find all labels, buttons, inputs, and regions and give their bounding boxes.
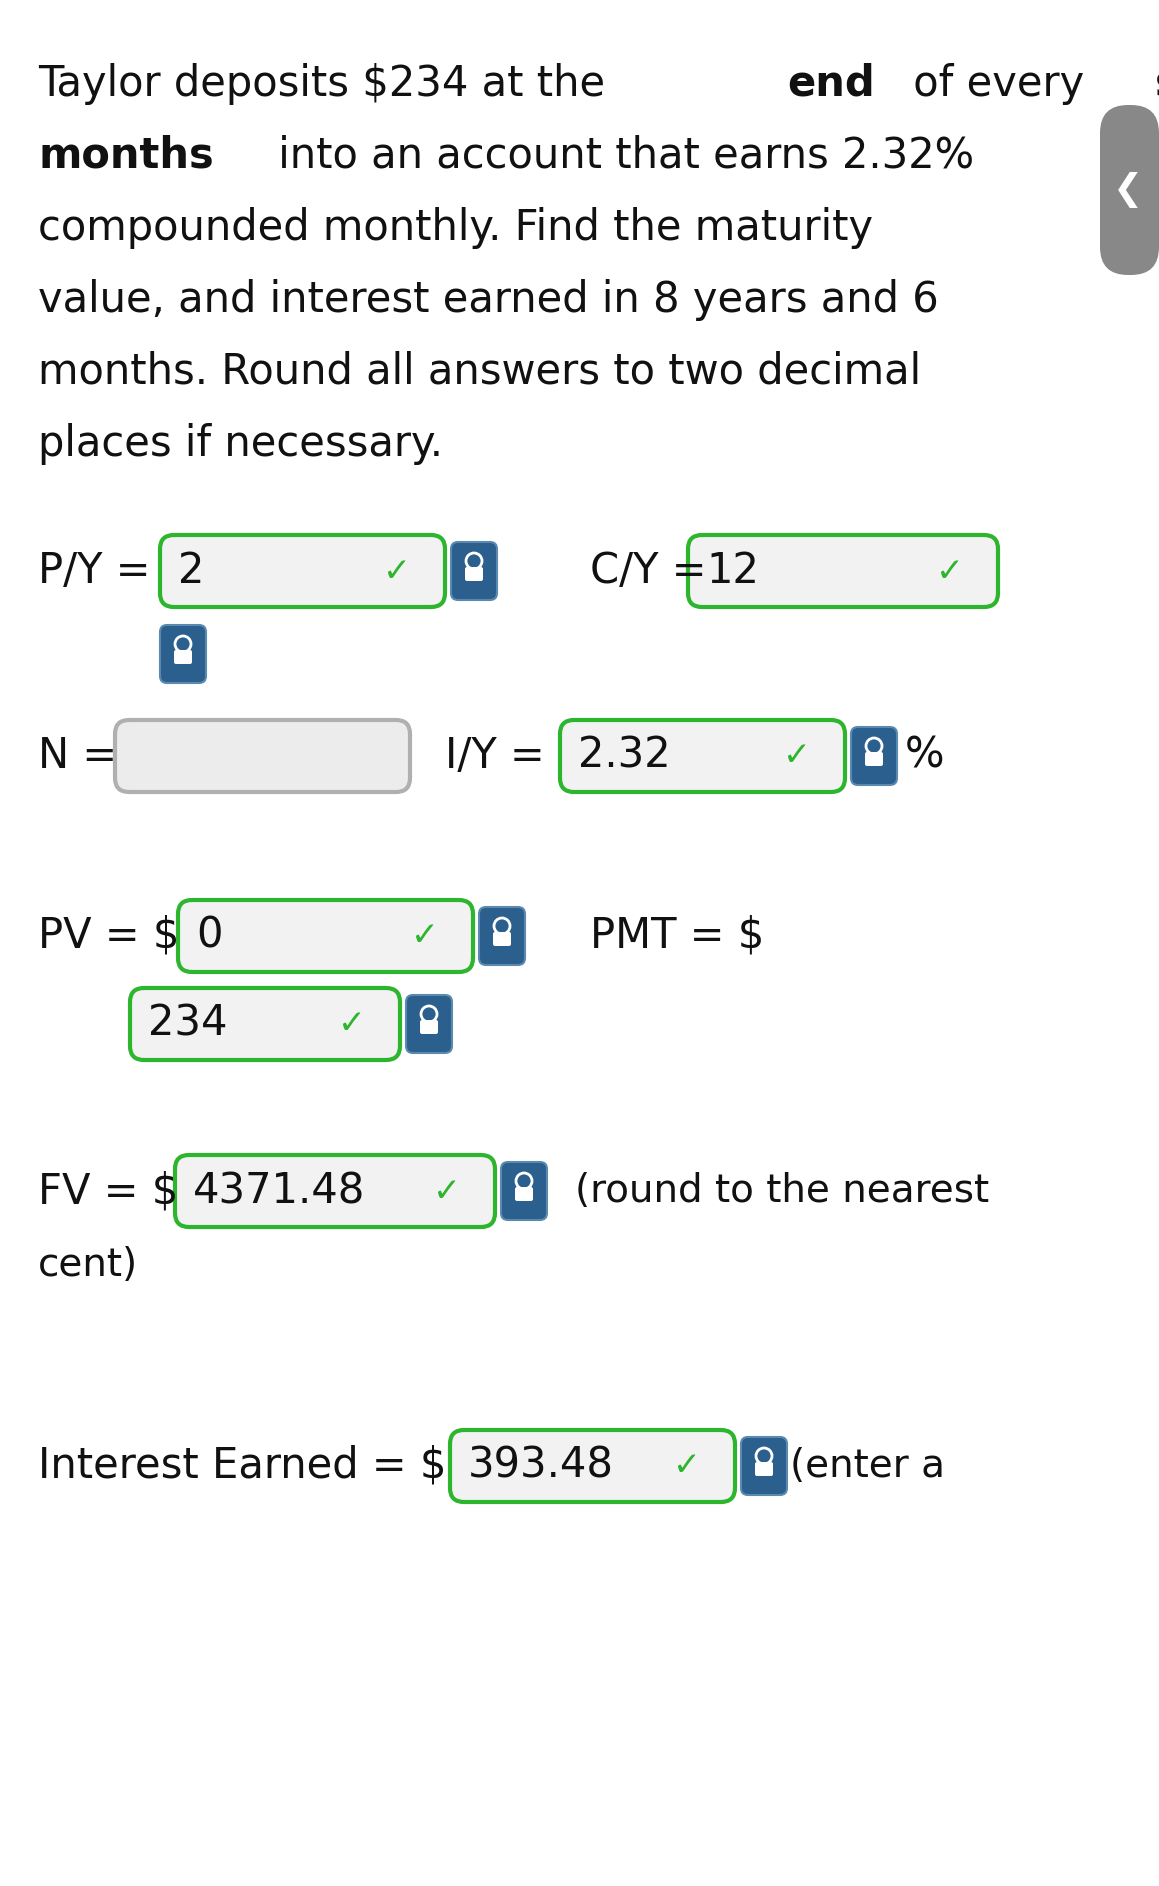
Text: (enter a: (enter a xyxy=(790,1447,945,1484)
Text: 2.32: 2.32 xyxy=(578,736,671,777)
Text: C/Y =: C/Y = xyxy=(590,551,707,592)
Text: 12: 12 xyxy=(706,551,759,592)
Text: value, and interest earned in 8 years and 6: value, and interest earned in 8 years an… xyxy=(38,279,939,321)
Text: %: % xyxy=(905,736,945,777)
FancyBboxPatch shape xyxy=(560,720,845,792)
Text: ✓: ✓ xyxy=(338,1007,366,1041)
Text: PV = $: PV = $ xyxy=(38,915,180,956)
Text: ✓: ✓ xyxy=(936,554,964,588)
Text: months: months xyxy=(38,136,213,177)
Text: N =: N = xyxy=(38,736,117,777)
Text: end: end xyxy=(787,62,875,106)
Text: 0: 0 xyxy=(196,915,223,956)
Text: ✓: ✓ xyxy=(783,739,811,773)
Text: six: six xyxy=(1154,62,1159,106)
Text: 4371.48: 4371.48 xyxy=(194,1169,365,1213)
FancyBboxPatch shape xyxy=(741,1437,787,1496)
Text: compounded monthly. Find the maturity: compounded monthly. Find the maturity xyxy=(38,207,873,249)
FancyBboxPatch shape xyxy=(420,1020,438,1034)
Text: ✓: ✓ xyxy=(411,920,439,952)
FancyBboxPatch shape xyxy=(451,541,497,600)
FancyBboxPatch shape xyxy=(515,1186,533,1201)
Text: 2: 2 xyxy=(178,551,204,592)
Text: places if necessary.: places if necessary. xyxy=(38,422,443,466)
FancyBboxPatch shape xyxy=(130,988,400,1060)
FancyBboxPatch shape xyxy=(688,536,998,607)
FancyBboxPatch shape xyxy=(501,1162,547,1220)
FancyBboxPatch shape xyxy=(1100,106,1159,275)
FancyBboxPatch shape xyxy=(175,1154,495,1228)
Text: I/Y =: I/Y = xyxy=(445,736,545,777)
Text: Interest Earned = $: Interest Earned = $ xyxy=(38,1445,446,1486)
Text: ✓: ✓ xyxy=(382,554,411,588)
FancyBboxPatch shape xyxy=(493,932,511,947)
FancyBboxPatch shape xyxy=(465,568,483,581)
FancyBboxPatch shape xyxy=(406,996,452,1052)
Text: (round to the nearest: (round to the nearest xyxy=(575,1171,989,1211)
Text: PMT = $: PMT = $ xyxy=(590,915,765,956)
Text: P/Y =: P/Y = xyxy=(38,551,151,592)
FancyBboxPatch shape xyxy=(450,1430,735,1501)
FancyBboxPatch shape xyxy=(851,726,897,785)
Text: cent): cent) xyxy=(38,1247,138,1284)
FancyBboxPatch shape xyxy=(115,720,410,792)
Text: into an account that earns 2.32%: into an account that earns 2.32% xyxy=(264,136,974,177)
Text: months. Round all answers to two decimal: months. Round all answers to two decimal xyxy=(38,351,921,392)
FancyBboxPatch shape xyxy=(160,624,206,683)
FancyBboxPatch shape xyxy=(865,753,883,766)
Text: FV = $: FV = $ xyxy=(38,1169,178,1213)
FancyBboxPatch shape xyxy=(479,907,525,966)
Text: ✓: ✓ xyxy=(433,1175,461,1207)
Text: Taylor deposits $234 at the: Taylor deposits $234 at the xyxy=(38,62,619,106)
Text: of every: of every xyxy=(901,62,1098,106)
FancyBboxPatch shape xyxy=(178,900,473,971)
FancyBboxPatch shape xyxy=(174,651,192,664)
Text: 234: 234 xyxy=(148,1003,227,1045)
Text: ✓: ✓ xyxy=(673,1450,701,1482)
Text: ❮: ❮ xyxy=(1113,172,1143,207)
FancyBboxPatch shape xyxy=(755,1462,773,1477)
Text: 393.48: 393.48 xyxy=(468,1445,614,1486)
FancyBboxPatch shape xyxy=(160,536,445,607)
